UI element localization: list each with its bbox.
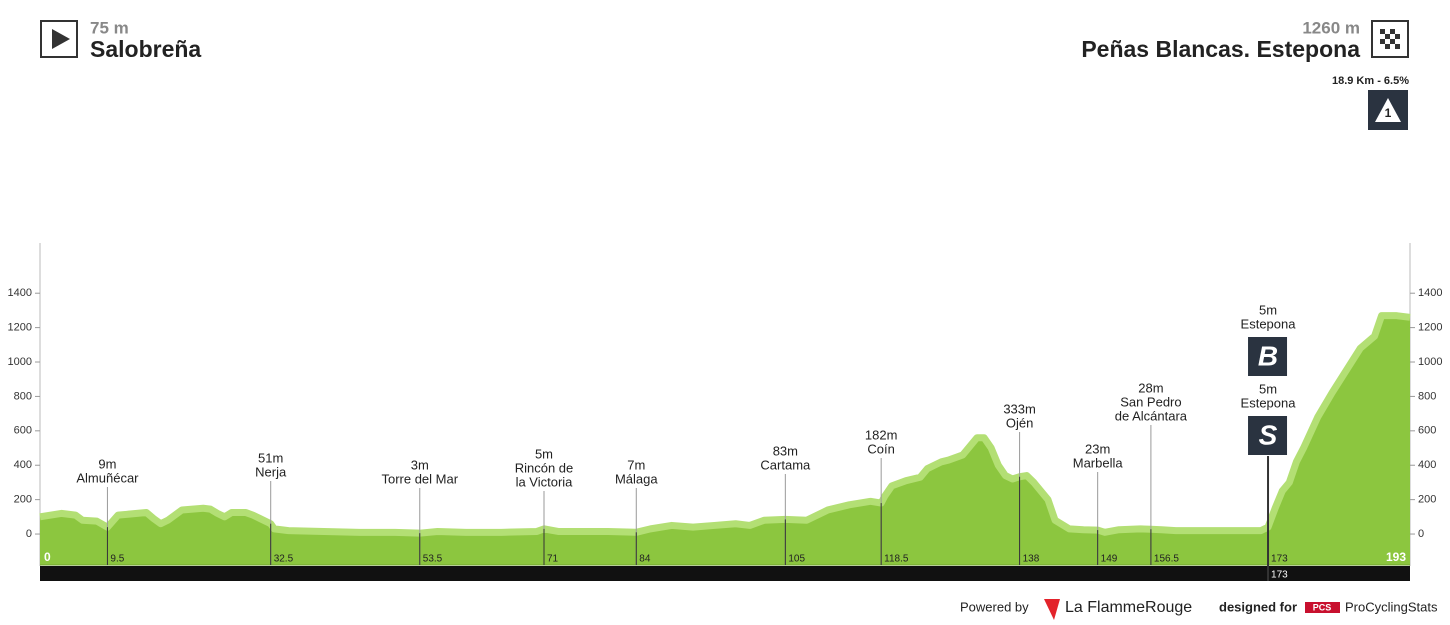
finish-bar-km: 173 bbox=[1271, 570, 1288, 581]
waypoint-altitude: 23m bbox=[1085, 441, 1110, 456]
waypoint-altitude: 182m bbox=[865, 427, 898, 442]
pcs-logo bbox=[1305, 602, 1340, 613]
y-tick-label: 600 bbox=[14, 425, 32, 437]
y-tick-label: 400 bbox=[14, 459, 32, 471]
waypoint-altitude: 9m bbox=[98, 456, 116, 471]
elevation-edge bbox=[39, 312, 1411, 537]
flamme-icon bbox=[1044, 599, 1060, 620]
y-tick-label: 1000 bbox=[1418, 356, 1442, 368]
waypoint-name: Ojén bbox=[1006, 415, 1033, 430]
elevation-area bbox=[40, 315, 1410, 565]
waypoint-km: 156.5 bbox=[1154, 554, 1179, 565]
waypoint-name: Málaga bbox=[615, 471, 658, 486]
climb-triangle bbox=[1375, 98, 1401, 122]
y-tick-label: 800 bbox=[1418, 390, 1436, 402]
sprint-icon bbox=[1248, 416, 1288, 455]
x-tick-label: 0 bbox=[44, 550, 51, 564]
start-altitude: 75 m bbox=[90, 18, 129, 37]
waypoint-altitude: 5m bbox=[535, 446, 553, 461]
waypoint-km: 53.5 bbox=[423, 554, 443, 565]
sprint-name: Estepona bbox=[1241, 395, 1297, 410]
waypoint-name: Marbella bbox=[1073, 455, 1124, 470]
start-arrow bbox=[52, 29, 70, 49]
y-tick-label: 200 bbox=[14, 494, 32, 506]
x-tick-label: 193 bbox=[1386, 550, 1406, 564]
y-tick-label: 600 bbox=[1418, 425, 1436, 437]
sprint-name: Estepona bbox=[1241, 316, 1297, 331]
waypoint-name: Cartama bbox=[760, 457, 811, 472]
y-tick-label: 200 bbox=[1418, 494, 1436, 506]
waypoint-km: 84 bbox=[639, 554, 651, 565]
waypoint-km: 32.5 bbox=[274, 554, 294, 565]
waypoint-altitude: 28m bbox=[1138, 380, 1163, 395]
waypoint-altitude: 51m bbox=[258, 450, 283, 465]
y-tick-label: 400 bbox=[1418, 459, 1436, 471]
sprint-icon bbox=[1248, 337, 1288, 376]
y-tick-label: 1000 bbox=[8, 356, 32, 368]
waypoint-altitude: 333m bbox=[1003, 401, 1036, 416]
sprint-altitude: 5m bbox=[1259, 381, 1277, 396]
designed-for: designed for bbox=[1219, 599, 1297, 614]
start-name: Salobreña bbox=[90, 36, 201, 62]
sprint-km: 173 bbox=[1271, 554, 1288, 565]
y-tick-label: 1400 bbox=[1418, 287, 1442, 299]
waypoint-name: Almuñécar bbox=[76, 470, 139, 485]
y-tick-label: 1200 bbox=[8, 322, 32, 334]
site-name: ProCyclingStats bbox=[1345, 599, 1438, 614]
sprint-altitude: 5m bbox=[1259, 302, 1277, 317]
waypoint-name: Nerja bbox=[255, 464, 287, 479]
waypoint-km: 138 bbox=[1023, 554, 1040, 565]
waypoint-name: Torre del Mar bbox=[381, 471, 458, 486]
powered-by: Powered by bbox=[960, 599, 1029, 614]
brand: La FlammeRouge bbox=[1065, 599, 1192, 616]
climb-info: 18.9 Km - 6.5% bbox=[1332, 75, 1409, 87]
sprint-icon-label: S bbox=[1259, 419, 1278, 450]
y-tick-label: 1200 bbox=[1418, 322, 1442, 334]
waypoint-altitude: 83m bbox=[773, 443, 798, 458]
climb-category: 1 bbox=[1385, 106, 1392, 120]
distance-bar bbox=[40, 566, 1410, 581]
waypoint-km: 71 bbox=[547, 554, 559, 565]
waypoint-name: de Alcántara bbox=[1115, 408, 1188, 423]
waypoint-km: 149 bbox=[1101, 554, 1118, 565]
start-icon bbox=[40, 20, 78, 58]
waypoint-altitude: 3m bbox=[411, 457, 429, 472]
pcs-text: PCS bbox=[1313, 602, 1332, 612]
waypoint-name: Coín bbox=[867, 441, 894, 456]
y-tick-label: 1400 bbox=[8, 287, 32, 299]
checkered-flag bbox=[1380, 29, 1400, 49]
sprint-icon-label: B bbox=[1258, 340, 1278, 371]
waypoint-name: San Pedro bbox=[1120, 394, 1181, 409]
waypoint-km: 118.5 bbox=[884, 554, 909, 565]
waypoint-name: la Victoria bbox=[516, 474, 574, 489]
finish-altitude: 1260 m bbox=[1302, 18, 1360, 37]
waypoint-name: Rincón de bbox=[515, 460, 574, 475]
finish-name: Peñas Blancas. Estepona bbox=[1081, 36, 1360, 62]
waypoint-km: 105 bbox=[788, 554, 805, 565]
waypoint-altitude: 7m bbox=[627, 457, 645, 472]
waypoint-km: 9.5 bbox=[110, 554, 124, 565]
y-tick-label: 0 bbox=[26, 528, 32, 540]
y-tick-label: 0 bbox=[1418, 528, 1424, 540]
y-tick-label: 800 bbox=[14, 390, 32, 402]
